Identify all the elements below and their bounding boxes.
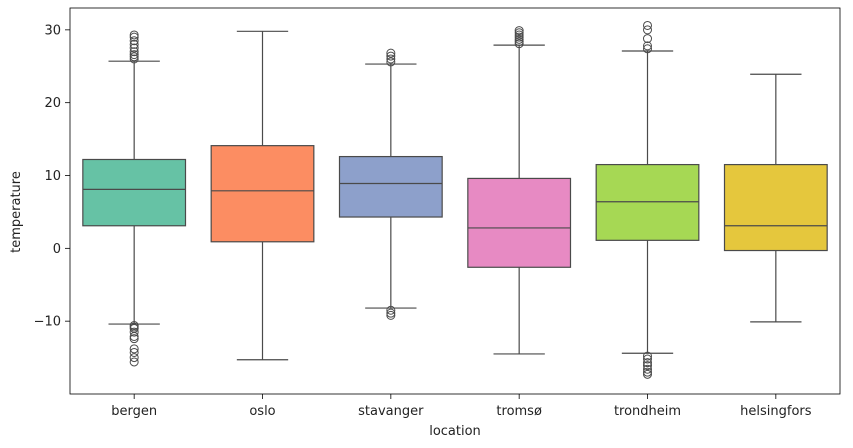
outlier-point: [129, 30, 139, 40]
outlier-point: [129, 47, 139, 57]
box-iqr: [82, 158, 187, 227]
box-iqr: [595, 163, 700, 241]
outlier-point: [129, 50, 139, 60]
outlier-point: [643, 44, 652, 54]
outlier-point: [129, 43, 139, 53]
outlier-point: [514, 34, 524, 44]
outlier-point: [514, 26, 524, 36]
outlier-point: [643, 351, 652, 361]
outlier-point: [643, 34, 652, 44]
plot-frame: [69, 7, 841, 395]
x-tick-label: helsingfors: [740, 404, 812, 419]
y-tick-label: −10: [34, 315, 61, 330]
outlier-point: [129, 347, 139, 357]
outlier-point: [643, 369, 652, 379]
outlier-point: [386, 48, 396, 58]
outlier-point: [643, 25, 652, 35]
box-iqr: [467, 177, 572, 268]
box-group-helsingfors: [723, 73, 828, 323]
box-group-tromsø: [467, 26, 572, 355]
outlier-point: [129, 52, 139, 62]
outlier-point: [129, 357, 139, 367]
y-tick-label: 0: [53, 242, 61, 257]
x-tick-label: tromsø: [496, 404, 542, 419]
outlier-point: [386, 308, 396, 318]
box-iqr: [210, 145, 315, 243]
x-tick-label: trondheim: [614, 404, 681, 419]
x-axis: bergen oslo stavanger tromsø trondheim helsin…: [111, 394, 812, 419]
outlier-point: [643, 354, 652, 364]
x-tick-label: oslo: [249, 404, 275, 419]
box-group-trondheim: [595, 20, 700, 379]
outlier-point: [129, 39, 139, 49]
outlier-point: [129, 32, 139, 42]
outlier-point: [643, 20, 652, 30]
outlier-point: [643, 367, 652, 377]
outlier-point: [386, 310, 396, 320]
outlier-point: [386, 51, 396, 61]
outlier-point: [514, 39, 524, 49]
y-tick-label: 30: [44, 23, 61, 38]
outlier-point: [129, 334, 139, 344]
boxes-layer: [82, 20, 828, 379]
outlier-point: [514, 30, 524, 40]
box-group-stavanger: [338, 48, 443, 320]
box-iqr: [338, 155, 443, 218]
outlier-point: [643, 364, 652, 374]
outlier-point: [129, 36, 139, 46]
outlier-point: [386, 57, 396, 67]
outlier-point: [514, 32, 524, 42]
outlier-point: [643, 358, 652, 368]
x-tick-label: stavanger: [358, 404, 424, 419]
outlier-point: [129, 353, 139, 363]
y-tick-label: 20: [44, 96, 61, 111]
outlier-point: [129, 327, 139, 337]
outlier-point: [386, 305, 396, 315]
box-group-oslo: [210, 30, 315, 361]
box-group-bergen: [82, 30, 187, 367]
outlier-point: [514, 37, 524, 47]
x-axis-title: location: [429, 424, 481, 439]
box-iqr: [723, 163, 828, 252]
y-axis-title: temperature: [9, 171, 24, 253]
x-tick-label: bergen: [111, 404, 157, 419]
outlier-point: [643, 361, 652, 371]
plot-area: [69, 7, 841, 395]
outlier-point: [129, 331, 139, 341]
y-tick-label: 10: [44, 169, 61, 184]
outlier-point: [514, 28, 524, 38]
outlier-point: [129, 344, 139, 354]
y-axis: −10 0 10 20 30: [34, 23, 70, 330]
outlier-point: [643, 41, 652, 51]
outlier-point: [386, 54, 396, 64]
outlier-point: [129, 54, 139, 64]
